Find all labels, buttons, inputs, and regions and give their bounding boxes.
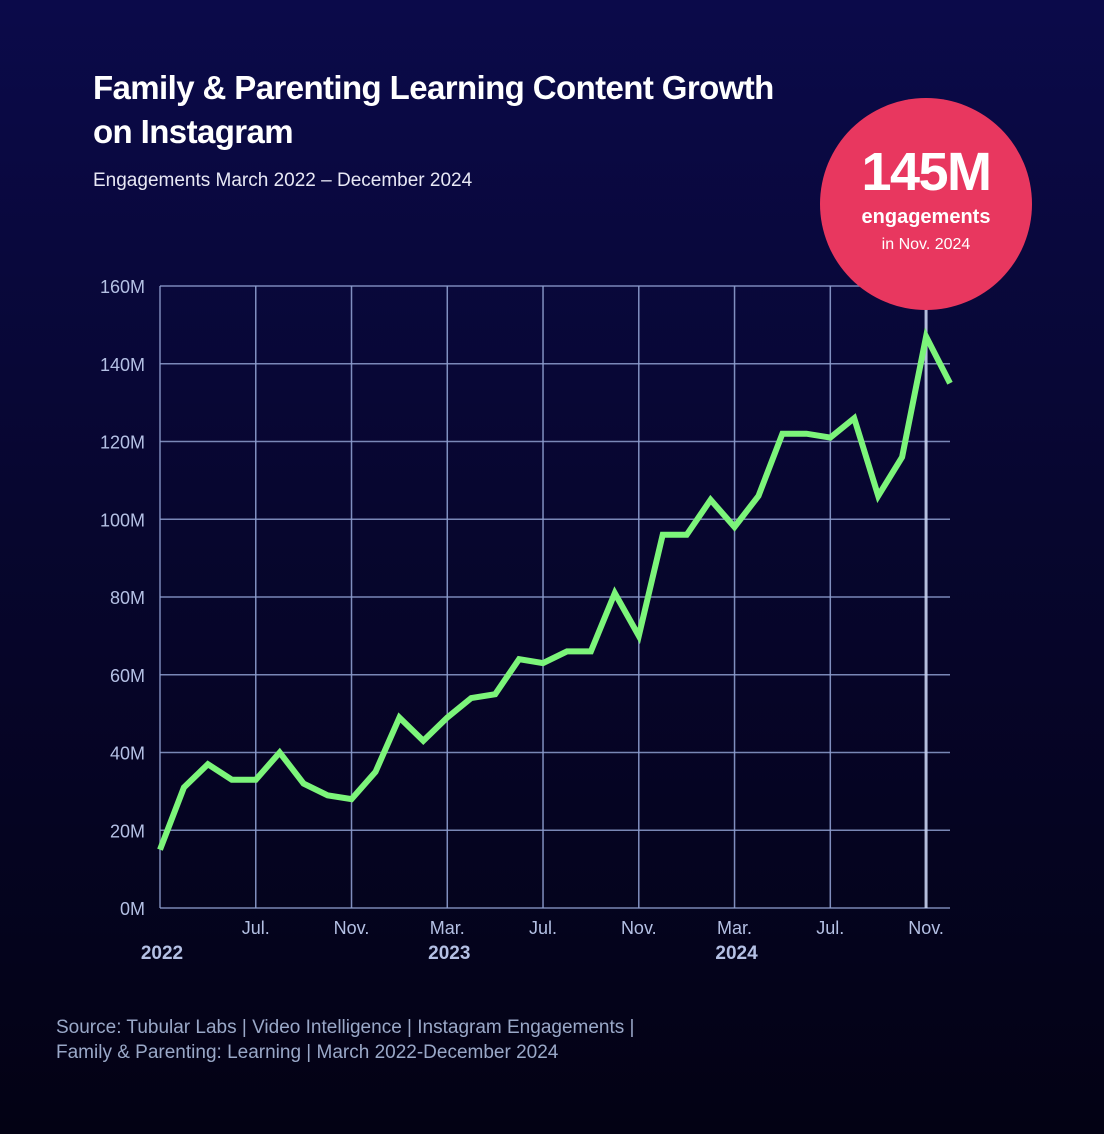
x-tick-label: Mar. bbox=[717, 918, 752, 938]
x-tick-label: Jul. bbox=[242, 918, 270, 938]
y-tick-label: 100M bbox=[100, 510, 145, 530]
y-tick-label: 140M bbox=[100, 355, 145, 375]
callout-badge: 145M engagements in Nov. 2024 bbox=[820, 98, 1032, 310]
year-label: 2022 bbox=[141, 943, 183, 964]
engagements-series-line bbox=[157, 327, 953, 851]
y-tick-label: 160M bbox=[100, 277, 145, 297]
y-tick-label: 40M bbox=[110, 744, 145, 764]
x-tick-label: Mar. bbox=[430, 918, 465, 938]
x-tick-label: Jul. bbox=[816, 918, 844, 938]
x-tick-label: Nov. bbox=[621, 918, 657, 938]
year-label: 2023 bbox=[428, 943, 470, 964]
x-tick-label: Jul. bbox=[529, 918, 557, 938]
y-tick-label: 80M bbox=[110, 588, 145, 608]
x-tick-label: Nov. bbox=[908, 918, 944, 938]
callout-value: 145M bbox=[861, 142, 992, 202]
source-note: Source: Tubular Labs | Video Intelligenc… bbox=[56, 1017, 635, 1063]
y-tick-label: 120M bbox=[100, 433, 145, 453]
y-tick-label: 60M bbox=[110, 666, 145, 686]
chart-subtitle: Engagements March 2022 – December 2024 bbox=[93, 170, 473, 191]
chart-title: Family & Parenting Learning Content Grow… bbox=[93, 69, 774, 150]
callout-sublabel: in Nov. 2024 bbox=[881, 236, 971, 253]
x-tick-label: Nov. bbox=[334, 918, 370, 938]
y-tick-label: 0M bbox=[120, 899, 145, 919]
y-tick-label: 20M bbox=[110, 821, 145, 841]
callout-label: engagements bbox=[861, 206, 991, 228]
year-label: 2024 bbox=[715, 943, 758, 964]
